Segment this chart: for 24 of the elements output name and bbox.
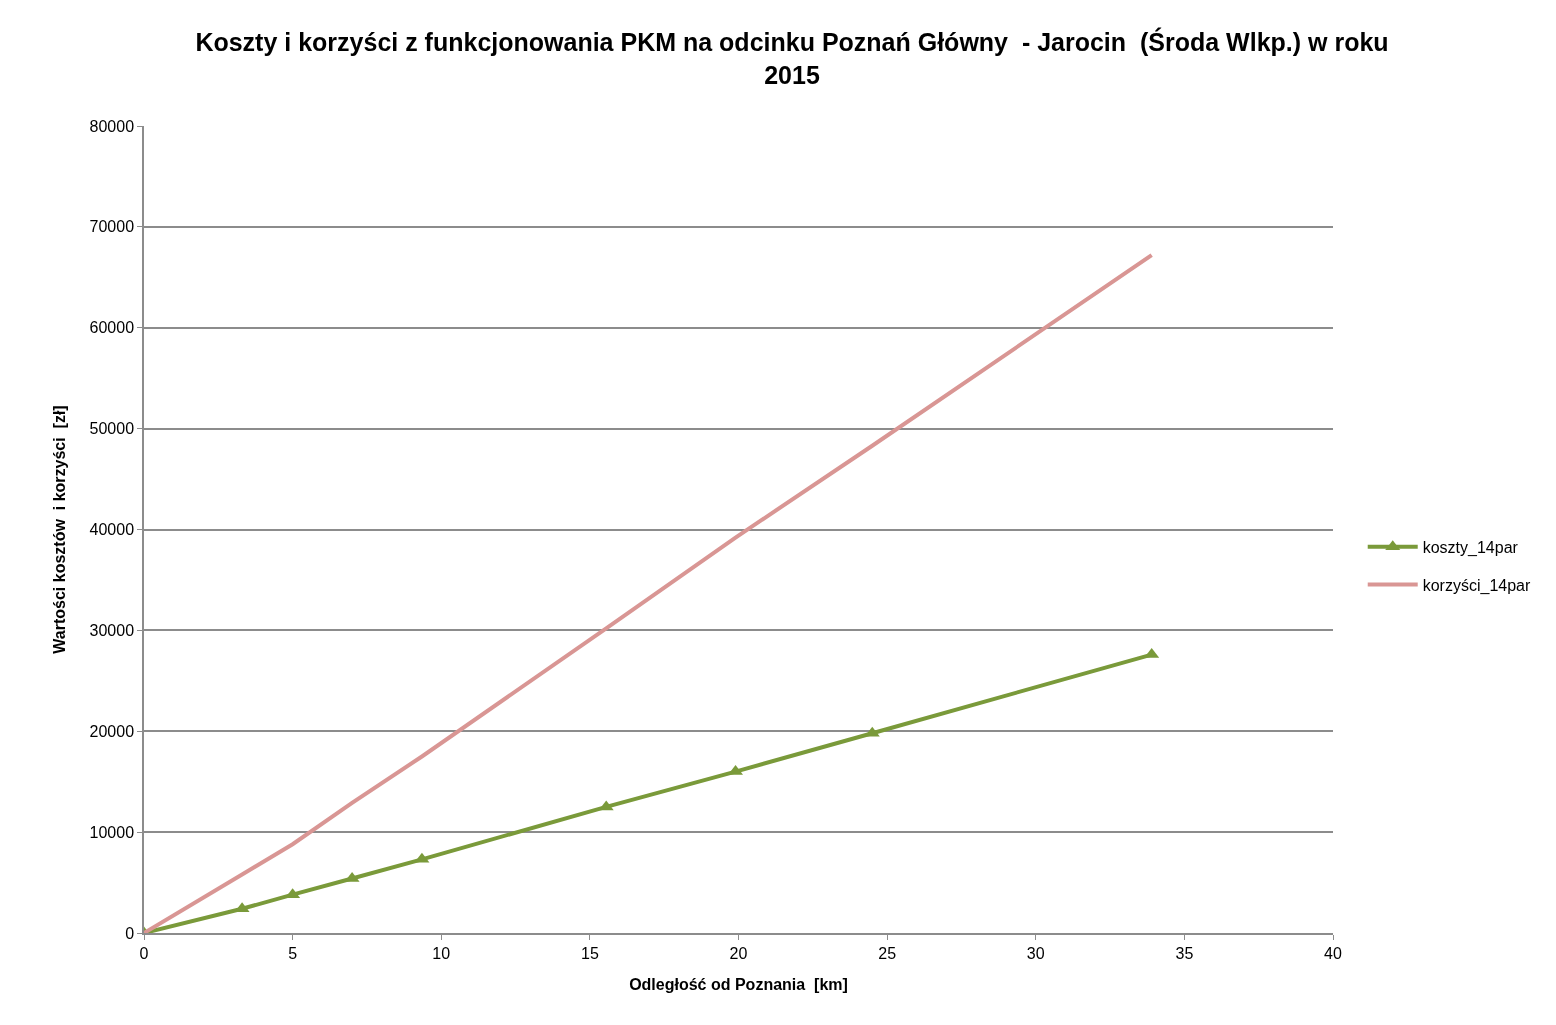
x-tick-label: 20: [729, 944, 748, 962]
x-tick-label: 15: [580, 944, 599, 962]
y-tick-label: 70000: [89, 218, 135, 236]
x-tick-label: 40: [1324, 944, 1342, 962]
y-tick-label: 0: [125, 924, 135, 942]
x-tick-label: 25: [878, 944, 897, 962]
x-tick-label: 10: [432, 944, 451, 962]
x-axis-title: Odległość od Poznania [km]: [629, 976, 848, 994]
y-tick-label: 80000: [89, 117, 135, 135]
y-axis-title: Wartości kosztów i korzyści [zł]: [50, 405, 68, 654]
legend-label: korzyści_14par: [1422, 576, 1531, 595]
y-tick-label: 40000: [89, 521, 135, 539]
legend-label: koszty_14par: [1422, 538, 1519, 557]
chart-title: Koszty i korzyści z funkcjonowania PKM na odcinku Poznań Główny - Jarocin (Środa Wlkp.) w roku 2015: [195, 27, 1389, 89]
x-tick-label: 5: [288, 944, 298, 962]
y-tick-label: 60000: [89, 319, 135, 337]
y-tick-label: 50000: [89, 420, 135, 438]
line-series: [144, 253, 1154, 933]
x-tick-label: 35: [1175, 944, 1194, 962]
x-tick-label: 0: [139, 944, 149, 962]
y-tick-label: 30000: [89, 621, 135, 639]
x-tick-label: 30: [1026, 944, 1045, 962]
y-tick-label: 20000: [89, 722, 135, 740]
y-tick-label: 10000: [89, 823, 135, 841]
